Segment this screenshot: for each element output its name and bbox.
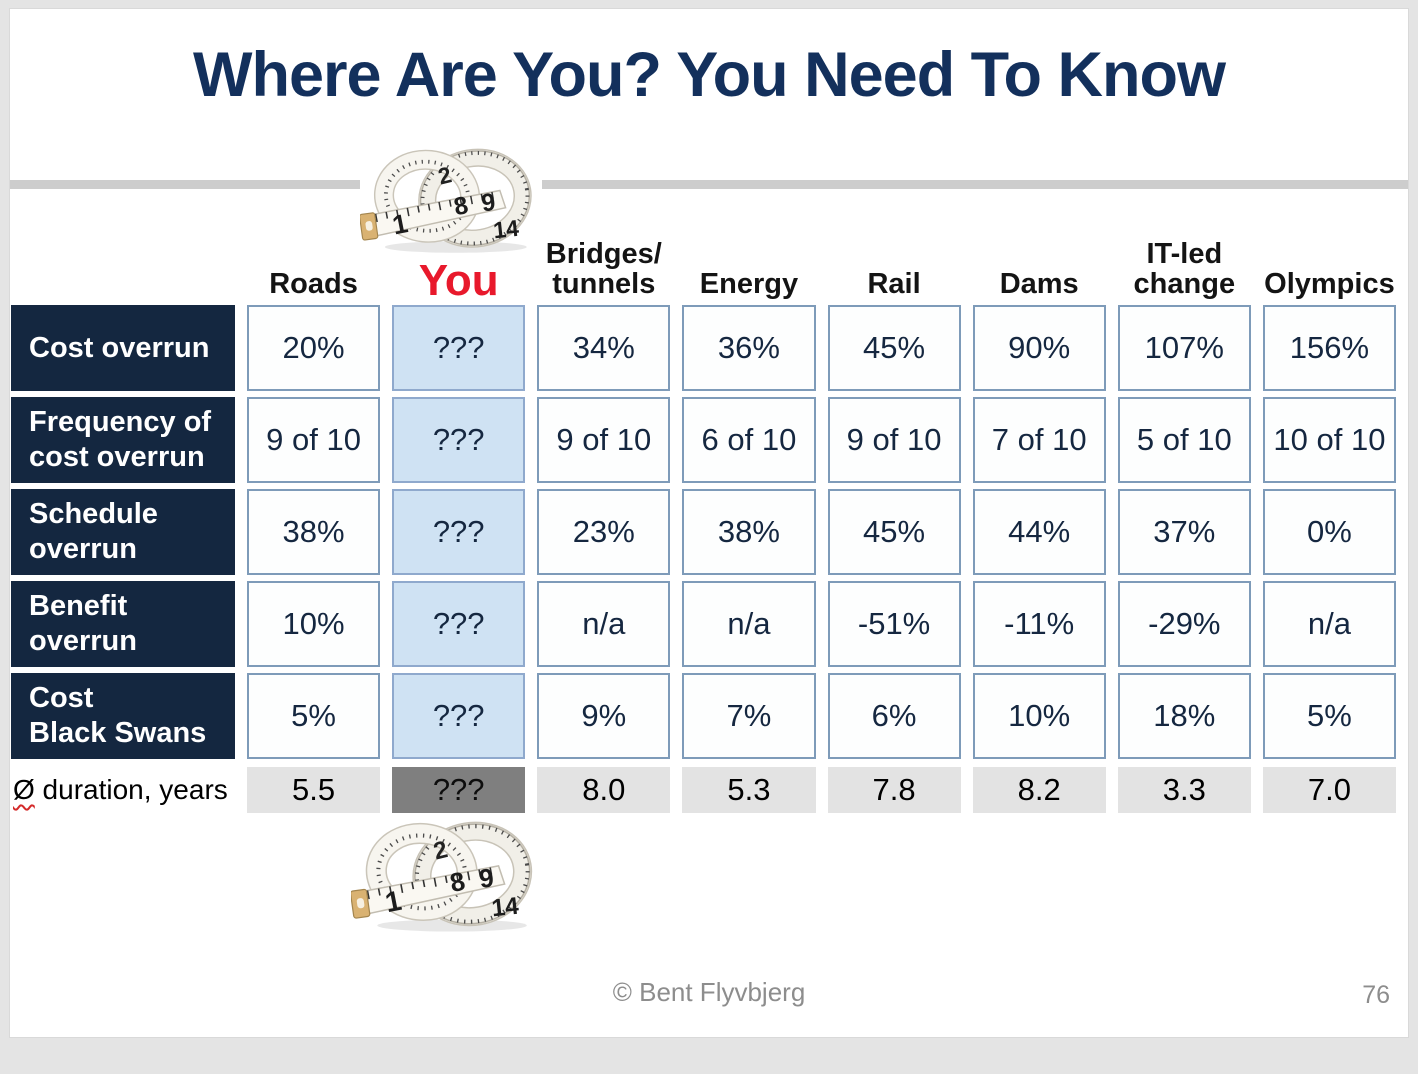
value-cell: n/a: [682, 581, 816, 667]
value-cell: 36%: [682, 305, 816, 391]
duration-row: Ø duration, years 5.5 ??? 8.0 5.3 7.8 8.…: [11, 767, 1396, 813]
column-header-spacer: [11, 299, 235, 301]
duration-cell: 7.8: [827, 767, 961, 813]
value-cell: 45%: [827, 305, 961, 391]
data-table: Cost overrun 20% ??? 34% 36% 45% 90% 107…: [11, 305, 1396, 759]
column-header-bridges-tunnels: Bridges/ tunnels: [545, 237, 662, 300]
duration-label-text: duration, years: [34, 774, 228, 805]
value-cell: -29%: [1117, 581, 1251, 667]
value-cell-you: ???: [392, 489, 526, 575]
duration-cell-you: ???: [392, 767, 526, 813]
row-label-duration: Ø duration, years: [11, 767, 235, 813]
row-label-frequency-of-cost-overrun: Frequency of cost overrun: [11, 397, 235, 483]
value-cell: 23%: [537, 489, 671, 575]
row-label-cost-black-swans: Cost Black Swans: [11, 673, 235, 759]
value-cell: 5%: [247, 673, 381, 759]
value-cell: 6 of 10: [682, 397, 816, 483]
value-cell: 44%: [972, 489, 1106, 575]
tape-measure-image-bottom: [351, 821, 543, 935]
value-cell-you: ???: [392, 305, 526, 391]
row-label-schedule-overrun: Schedule overrun: [11, 489, 235, 575]
row-label-benefit-overrun: Benefit overrun: [11, 581, 235, 667]
tape-measure-image-top: [360, 145, 542, 259]
column-header-olympics: Olympics: [1264, 267, 1395, 300]
value-cell: 90%: [972, 305, 1106, 391]
value-cell: 38%: [682, 489, 816, 575]
value-cell: n/a: [537, 581, 671, 667]
column-header-dams: Dams: [999, 267, 1079, 300]
slide: Where Are You? You Need To Know Roads Yo…: [9, 8, 1409, 1038]
value-cell: 20%: [247, 305, 381, 391]
value-cell-you: ???: [392, 581, 526, 667]
value-cell: 6%: [827, 673, 961, 759]
slide-title: Where Are You? You Need To Know: [193, 40, 1226, 110]
value-cell: 37%: [1117, 489, 1251, 575]
column-header-it-led-change: IT-led change: [1133, 237, 1236, 300]
copyright-text: © Bent Flyvbjerg: [612, 977, 806, 1007]
value-cell-you: ???: [392, 397, 526, 483]
duration-cell: 5.3: [682, 767, 816, 813]
value-cell: 10%: [972, 673, 1106, 759]
value-cell: 9 of 10: [537, 397, 671, 483]
column-header-row: Roads You Bridges/ tunnels Energy Rail D…: [11, 219, 1396, 305]
value-cell: 5 of 10: [1117, 397, 1251, 483]
column-header-you: You: [418, 255, 499, 305]
duration-cell: 8.0: [537, 767, 671, 813]
value-cell: 7%: [682, 673, 816, 759]
value-cell: n/a: [1262, 581, 1396, 667]
duration-cell: 5.5: [247, 767, 381, 813]
value-cell: 9 of 10: [247, 397, 381, 483]
duration-cell: 7.0: [1262, 767, 1396, 813]
duration-cell: 3.3: [1117, 767, 1251, 813]
value-cell: 38%: [247, 489, 381, 575]
value-cell: 107%: [1117, 305, 1251, 391]
value-cell: 156%: [1262, 305, 1396, 391]
value-cell: -51%: [827, 581, 961, 667]
value-cell: 7 of 10: [972, 397, 1106, 483]
value-cell: 34%: [537, 305, 671, 391]
value-cell: 10 of 10: [1262, 397, 1396, 483]
page-number: 76: [1362, 981, 1390, 1009]
value-cell: 18%: [1117, 673, 1251, 759]
column-header-roads: Roads: [269, 267, 358, 300]
diameter-symbol: Ø: [13, 774, 35, 805]
row-label-cost-overrun: Cost overrun: [11, 305, 235, 391]
column-header-energy: Energy: [699, 267, 799, 300]
value-cell: -11%: [972, 581, 1106, 667]
value-cell-you: ???: [392, 673, 526, 759]
divider-line: [10, 180, 1408, 189]
value-cell: 0%: [1262, 489, 1396, 575]
value-cell: 9 of 10: [827, 397, 961, 483]
duration-cell: 8.2: [972, 767, 1106, 813]
tape-measure-icon: [351, 821, 543, 935]
column-header-rail: Rail: [867, 267, 921, 300]
value-cell: 45%: [827, 489, 961, 575]
value-cell: 5%: [1262, 673, 1396, 759]
value-cell: 10%: [247, 581, 381, 667]
value-cell: 9%: [537, 673, 671, 759]
